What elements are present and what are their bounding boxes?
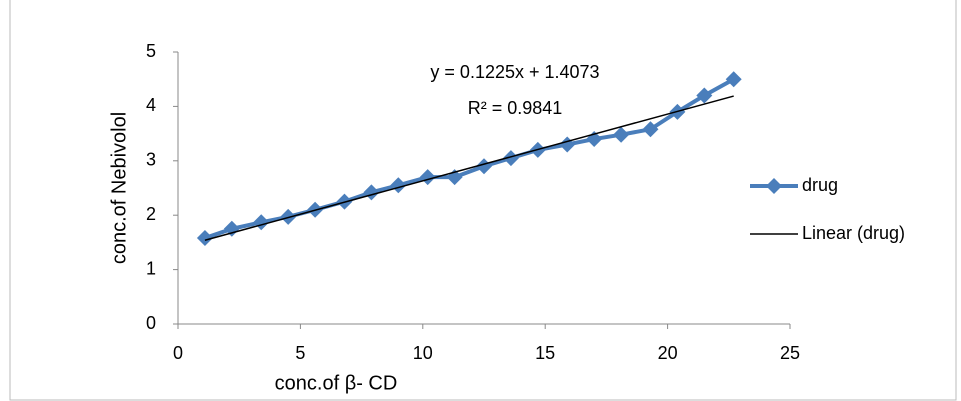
y-tick-label: 1 — [146, 258, 156, 278]
marker — [725, 71, 742, 88]
marker — [502, 150, 519, 167]
marker — [696, 87, 713, 104]
y-tick-label: 5 — [146, 41, 156, 61]
x-tick-label: 15 — [535, 343, 555, 363]
legend-label: Linear (drug) — [802, 223, 905, 243]
x-axis-label: conc.of β- CD — [275, 372, 398, 394]
x-tick-label: 10 — [413, 343, 433, 363]
x-tick-label: 20 — [658, 343, 678, 363]
y-tick-label: 4 — [146, 95, 156, 115]
marker — [223, 220, 240, 237]
x-tick-label: 0 — [173, 343, 183, 363]
marker — [613, 126, 630, 143]
y-axis-label: conc.of Nebivolol — [108, 112, 130, 264]
x-tick-label: 5 — [295, 343, 305, 363]
marker — [642, 121, 659, 138]
marker — [476, 158, 492, 175]
legend-label: drug — [802, 175, 838, 195]
trend-r-squared: R² = 0.9841 — [468, 98, 563, 118]
legend-marker — [766, 178, 782, 194]
y-tick-label: 0 — [146, 313, 156, 333]
marker — [196, 230, 213, 247]
y-tick-label: 2 — [146, 204, 156, 224]
chart-frame — [9, 0, 957, 401]
x-tick-label: 25 — [780, 343, 800, 363]
y-tick-label: 3 — [146, 150, 156, 170]
trend-equation: y = 0.1225x + 1.4073 — [430, 62, 599, 82]
trend-line — [204, 95, 734, 241]
